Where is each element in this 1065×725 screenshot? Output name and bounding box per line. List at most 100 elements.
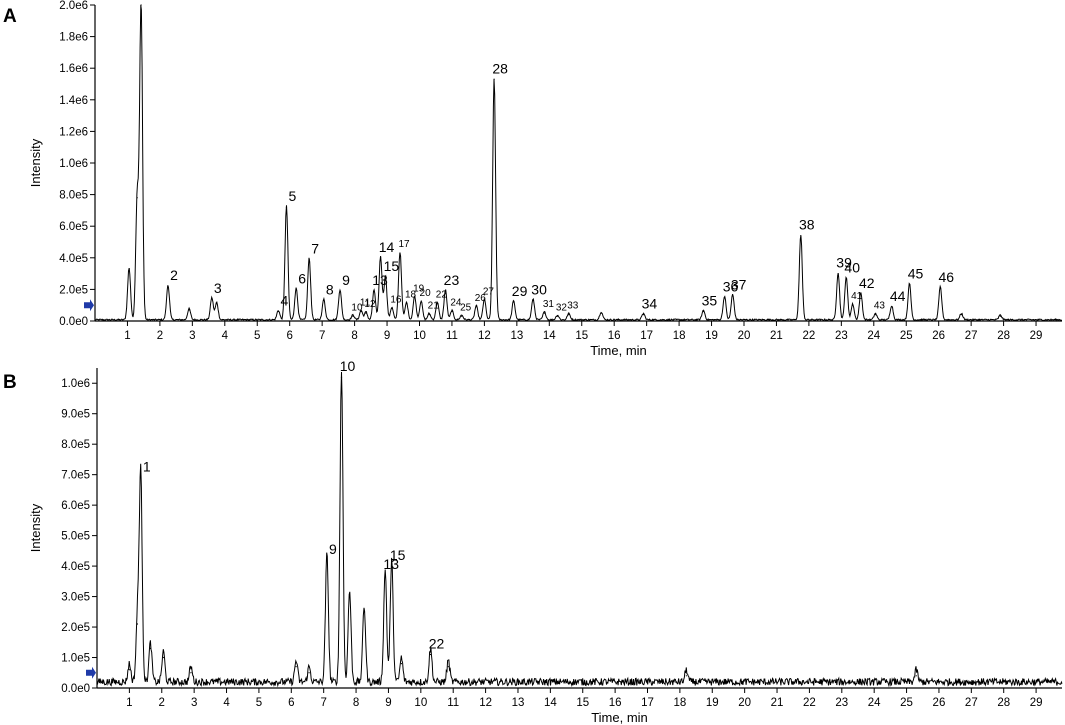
baseline-marker-icon [86,666,96,679]
x-tick-label: 7 [320,697,326,709]
peak-point [461,315,463,317]
x-tick-label: 1 [124,330,130,342]
x-tick-label: 27 [965,697,978,709]
peak-point [513,301,515,303]
x-tick-label: 17 [641,697,654,709]
x-tick-label: 13 [512,697,525,709]
y-tick-label: 2.0e5 [59,284,88,296]
y-tick-label: 1.2e6 [59,126,88,138]
peak-point [915,675,917,677]
peak-label: 3 [214,280,222,296]
peak-label: 25 [460,302,472,313]
peak-point [556,315,559,317]
peak-point [702,310,705,313]
x-tick-label: 15 [575,330,588,342]
y-tick-label: 2.0e5 [61,622,90,634]
y-tick-label: 8.0e5 [59,190,88,202]
chromatogram-trace [96,371,1063,688]
peak-label: 1 [143,0,151,2]
peak-point [365,312,367,314]
peak-point [379,257,382,259]
peak-label: 15 [390,547,406,563]
peak-point [216,303,218,305]
x-axis-title: Time, min [590,343,647,358]
peak-point [167,285,169,287]
x-tick-label: 5 [256,697,262,709]
peak-label: 29 [512,283,528,299]
x-tick-label: 16 [609,697,622,709]
peak-point [999,315,1001,317]
peak-point [444,290,447,292]
peak-point [447,666,449,668]
peak-point [405,303,408,305]
peak-point [874,314,877,316]
x-tick-label: 1 [126,697,132,709]
peak-label: 19 [413,283,425,294]
peak-label: 28 [492,60,508,76]
peak-label: 45 [908,266,924,282]
x-tick-label: 9 [384,330,390,342]
peak-point [352,315,354,317]
x-tick-label: 4 [222,330,229,342]
peak-point [136,623,139,625]
x-tick-label: 29 [1030,330,1043,342]
x-tick-label: 14 [544,697,557,709]
peak-label: 23 [444,272,460,288]
peak-label: 17 [398,239,410,250]
x-tick-label: 22 [802,330,815,342]
peak-label: 2 [170,267,178,283]
peak-label: 10 [340,358,356,374]
peak-point [860,293,862,295]
peak-point [475,306,477,308]
peak-label: 5 [289,188,297,204]
peak-point [493,78,495,80]
x-tick-label: 19 [706,697,719,709]
peak-label: 7 [311,240,319,256]
peak-point [384,574,386,576]
x-tick-label: 3 [189,330,195,342]
y-tick-label: 1.0e6 [61,378,90,390]
x-axis-title: Time, min [591,710,648,725]
peak-point [140,477,142,479]
peak-point [285,206,288,208]
x-tick-label: 9 [385,697,391,709]
x-tick-label: 21 [771,697,784,709]
peak-label: 13 [383,556,399,572]
panel-label: A [3,6,17,27]
x-tick-label: 20 [738,330,751,342]
y-tick-label: 4.0e5 [61,561,90,573]
x-tick-label: 6 [286,330,292,342]
peak-point [723,296,726,298]
x-tick-label: 16 [608,330,621,342]
peak-point [277,310,279,313]
peak-label: 4 [280,293,288,309]
x-tick-label: 28 [997,330,1010,342]
x-tick-label: 7 [319,330,325,342]
peak-point [732,295,734,297]
peak-point [136,197,138,199]
x-tick-label: 21 [770,330,783,342]
x-tick-label: 8 [353,697,359,709]
peak-point [384,276,387,278]
x-tick-label: 24 [867,330,880,342]
x-tick-label: 8 [351,330,357,342]
peak-label: 10 [351,302,363,313]
peak-point [308,672,310,674]
peak-point [837,273,839,275]
peak-point [642,314,644,316]
x-tick-label: 10 [413,330,426,342]
x-tick-label: 11 [446,330,458,342]
peak-point [339,290,341,292]
peak-point [391,565,393,567]
peak-point [568,314,570,316]
peak-point [360,310,362,313]
x-tick-label: 2 [157,330,163,342]
peak-point [600,312,602,314]
peak-label: 15 [384,258,400,274]
x-tick-label: 27 [965,330,978,342]
peak-point [348,595,351,598]
peak-point [128,669,130,671]
peak-label: 30 [531,281,547,297]
x-tick-label: 18 [673,330,686,342]
